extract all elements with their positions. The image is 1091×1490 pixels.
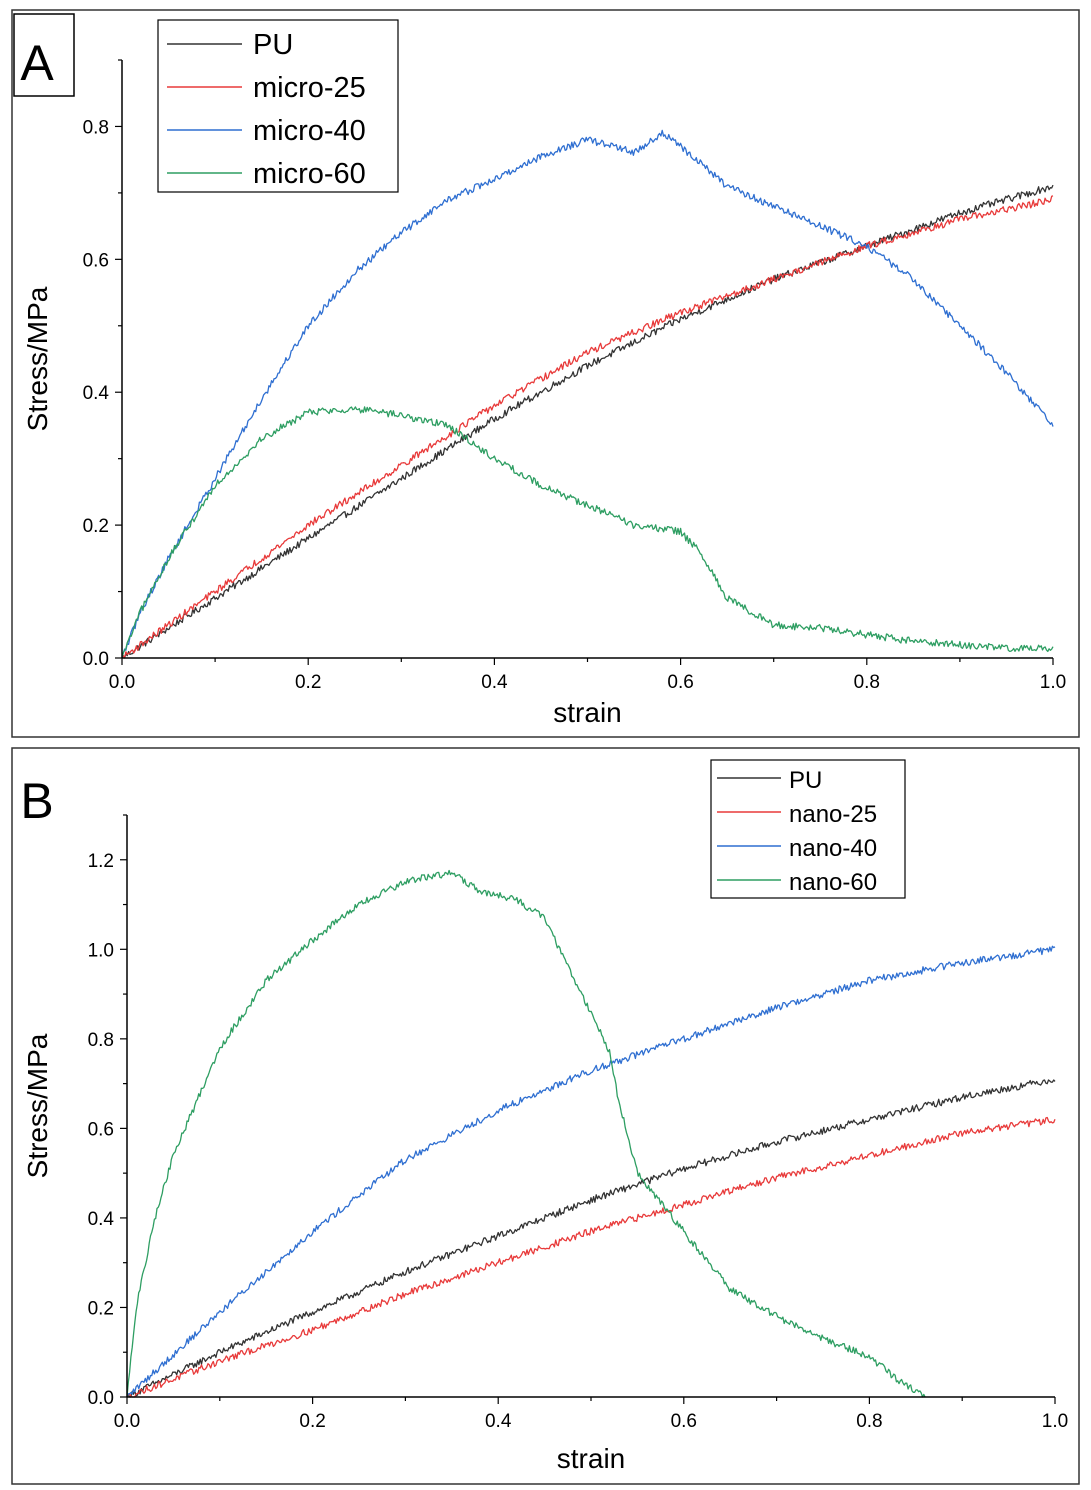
x-axis-label: strain (557, 1443, 625, 1474)
x-tick-label: 0.4 (485, 1411, 512, 1432)
series-line-nano-25 (126, 1116, 1056, 1398)
series-line-micro-40 (121, 129, 1054, 659)
x-tick-label: 1.0 (1040, 672, 1066, 693)
y-tick-label: 1.0 (88, 940, 114, 961)
x-tick-label: 0.2 (299, 1411, 325, 1432)
panel-a: 0.0 0.2 0.4 0.6 0.8 1.0 0.0 0.2 0.4 0.6 0.8 strain S… (11, 9, 1080, 738)
legend-entry-label: micro-60 (253, 158, 366, 190)
panel-letter-box (13, 13, 75, 97)
x-tick-label: 0.6 (671, 1411, 697, 1432)
x-tick-label: 1.0 (1042, 1411, 1068, 1432)
x-tick-label: 0.2 (295, 672, 321, 693)
panel-frame (11, 747, 1080, 1485)
panel-b: 0.0 0.2 0.4 0.6 0.8 1.0 0.0 0.2 0.4 0.6 0.8 1.0 1.2 s… (11, 747, 1080, 1485)
legend-box (710, 759, 906, 899)
legend-entry-label: nano-25 (789, 801, 877, 828)
series-group (121, 129, 1054, 659)
legend-entry-label: nano-40 (789, 835, 877, 862)
x-tick-label: 0.0 (114, 1411, 140, 1432)
y-tick-label: 0.8 (83, 117, 109, 138)
y-tick-label: 0.6 (88, 1119, 114, 1140)
series-line-micro-60 (121, 406, 1054, 659)
panel-letter: B (20, 773, 53, 829)
series-line-nano-40 (126, 945, 1056, 1398)
x-axis-label: strain (553, 697, 621, 728)
y-tick-label: 0.0 (88, 1388, 114, 1409)
y-tick-label: 0.4 (83, 383, 110, 404)
y-tick-label: 0.4 (88, 1209, 115, 1230)
series-line-pu (121, 184, 1054, 659)
legend-entry-label: micro-40 (253, 115, 366, 147)
legend-entry-label: nano-60 (789, 869, 877, 896)
x-tick-label: 0.6 (667, 672, 693, 693)
series-line-pu (126, 1079, 1056, 1398)
y-tick-label: 0.0 (83, 649, 109, 670)
legend-entry-label: PU (789, 767, 822, 794)
legend-box (157, 19, 399, 193)
series-line-micro-25 (121, 195, 1054, 659)
y-tick-label: 0.2 (83, 516, 109, 537)
y-tick-label: 0.8 (88, 1030, 114, 1051)
x-tick-label: 0.4 (481, 672, 508, 693)
y-axis-label: Stress/MPa (22, 1033, 53, 1178)
y-axis-label: Stress/MPa (22, 286, 53, 431)
legend-entry-label: micro-25 (253, 72, 366, 104)
legend: PU micro-25 micro-40 micro-60 (157, 19, 399, 193)
series-line-nano-60 (126, 869, 926, 1398)
series-group (126, 869, 1056, 1398)
panel-letter: A (20, 35, 54, 91)
y-tick-label: 0.2 (88, 1298, 114, 1319)
panel-frame (11, 9, 1080, 738)
x-tick-label: 0.8 (856, 1411, 882, 1432)
y-tick-label: 1.2 (88, 851, 114, 872)
legend: PU nano-25 nano-40 nano-60 (710, 759, 906, 899)
y-tick-label: 0.6 (83, 250, 109, 271)
legend-entry-label: PU (253, 29, 293, 61)
x-tick-label: 0.8 (854, 672, 880, 693)
x-tick-label: 0.0 (109, 672, 135, 693)
